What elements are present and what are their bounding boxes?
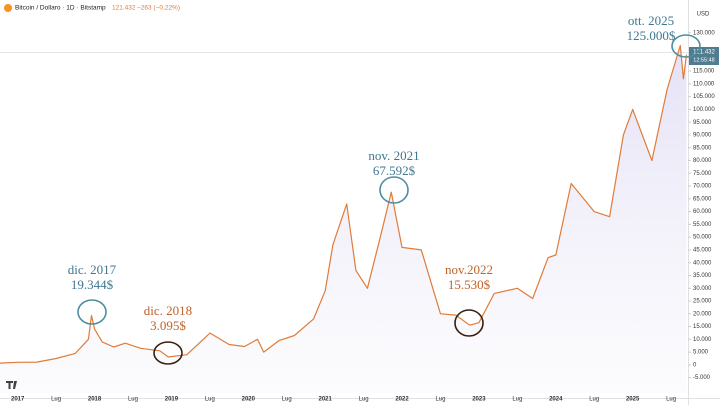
- annotation-text: nov. 2021: [368, 148, 419, 163]
- x-tick-label: Lug: [359, 397, 369, 403]
- price-box-value: 121.432: [693, 50, 715, 56]
- y-tick-label: 60.000: [693, 209, 712, 215]
- x-tick-label: Lug: [282, 397, 292, 403]
- area: [0, 45, 687, 393]
- annotation-circle: [77, 299, 107, 325]
- annotation-circle: [153, 341, 183, 365]
- annotation-text: 3.095$: [150, 318, 186, 333]
- coin-icon: [4, 4, 12, 12]
- y-tick-label: 5.000: [693, 350, 709, 356]
- annotation-text: dic. 2018: [144, 303, 192, 318]
- y-tick-label: 115.000: [693, 69, 715, 75]
- annotation-circle: [379, 176, 409, 204]
- y-tick-label: 110.000: [693, 81, 715, 87]
- annotation-circle: [454, 309, 484, 337]
- y-tick-label: 35.000: [693, 273, 712, 279]
- currency: USD: [697, 12, 710, 18]
- y-tick-label: 20.000: [693, 311, 712, 317]
- x-tick-label: Lug: [512, 397, 522, 403]
- y-tick-label: 95.000: [693, 120, 712, 126]
- y-tick-label: 25.000: [693, 299, 712, 305]
- x-tick-label: 2024: [549, 397, 563, 403]
- x-tick-label: Lug: [51, 397, 61, 403]
- x-tick-label: Lug: [589, 397, 599, 403]
- annotation-text: ott. 2025: [628, 13, 674, 28]
- x-tick-label: 2021: [318, 397, 332, 403]
- annotation-text: 125.000$: [627, 28, 676, 43]
- y-tick-label: 55.000: [693, 222, 712, 228]
- y-tick-label: 70.000: [693, 184, 712, 190]
- x-tick-label: Lug: [666, 397, 676, 403]
- y-tick-label: 50.000: [693, 235, 712, 241]
- y-tick-label: 0: [693, 362, 697, 368]
- y-tick-label: 85.000: [693, 145, 712, 151]
- change: −263 (−0,22%): [137, 5, 180, 12]
- x-tick-label: 2020: [242, 397, 256, 403]
- price: 121.432: [112, 5, 136, 12]
- annotation-text: 67.592$: [373, 163, 416, 178]
- annotation-text: nov.2022: [445, 262, 493, 277]
- y-tick-label: 130.000: [693, 30, 715, 36]
- x-tick-label: 2023: [472, 397, 486, 403]
- annotation-text: 15.530$: [448, 277, 491, 292]
- annotation-text: dic. 2017: [68, 262, 117, 277]
- y-tick-label: 65.000: [693, 196, 712, 202]
- y-tick-label: 30.000: [693, 286, 712, 292]
- annotation-text: 19.344$: [71, 277, 114, 292]
- y-tick-label: -5.000: [693, 375, 711, 381]
- x-tick-label: Lug: [128, 397, 138, 403]
- x-tick-label: 2019: [165, 397, 179, 403]
- price-box: [689, 47, 719, 65]
- y-tick-label: 100.000: [693, 107, 715, 113]
- x-tick-label: 2022: [395, 397, 409, 403]
- x-tick-label: Lug: [435, 397, 445, 403]
- line: [0, 44, 688, 364]
- x-tick-label: 2017: [11, 397, 25, 403]
- symbol: Bitcoin / Dollaro · 1D · Bitstamp: [15, 5, 106, 12]
- x-tick-label: Lug: [205, 397, 215, 403]
- y-tick-label: 45.000: [693, 248, 712, 254]
- y-tick-label: 75.000: [693, 171, 712, 177]
- annotation-circle: [671, 34, 701, 58]
- x-tick-label: 2025: [626, 397, 640, 403]
- price-box-time: 12:55:48: [693, 57, 714, 63]
- x-tick-label: 2018: [88, 397, 102, 403]
- y-tick-label: 105.000: [693, 94, 715, 100]
- y-tick-label: 80.000: [693, 158, 712, 164]
- y-tick-label: 90.000: [693, 133, 712, 139]
- y-tick-label: 10.000: [693, 337, 712, 343]
- y-tick-label: 40.000: [693, 260, 712, 266]
- y-tick-label: 15.000: [693, 324, 712, 330]
